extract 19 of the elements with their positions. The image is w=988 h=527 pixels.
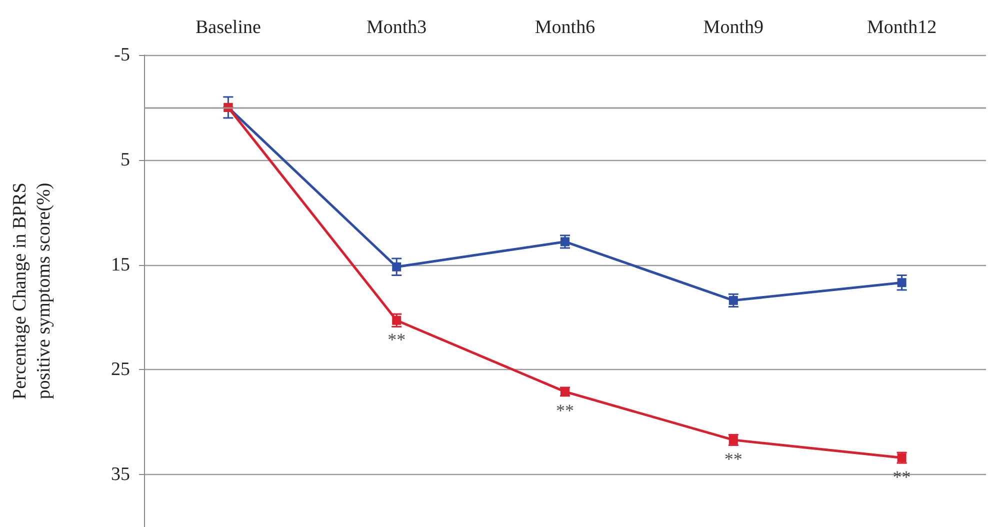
y-tick-label: 35 [111,464,130,486]
point [392,316,402,325]
point [728,296,738,305]
point [897,278,906,288]
point [392,262,402,272]
annotation: ** [556,400,574,421]
x-tick-label: Month6 [534,17,596,38]
x-tick-label: Month3 [366,17,427,38]
annotation: ** [724,448,742,469]
y-tick-label: 25 [111,359,130,380]
x-tick-label: Month9 [703,17,764,38]
y-tick-label: 15 [111,254,130,276]
x-tick-label: Month12 [866,17,937,38]
y-tick-label: 5 [120,149,130,170]
annotation: ** [388,329,406,350]
point [560,237,570,246]
y-axis-title: Percentage Change in BPRS positive symptoms score(%) [10,182,54,400]
y-tick-label: -5 [114,44,130,66]
x-tick-label: Baseline [195,17,261,38]
